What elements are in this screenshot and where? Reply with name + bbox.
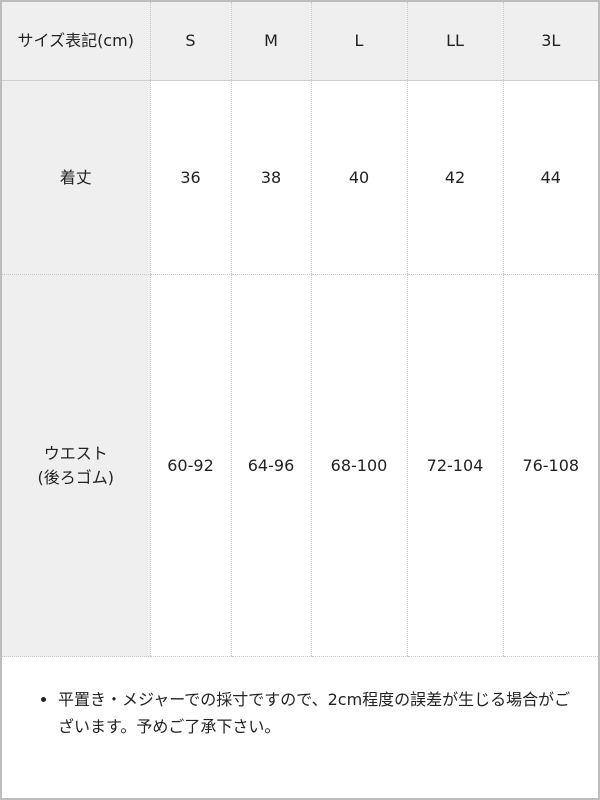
header-cell: S xyxy=(149,2,231,81)
header-row: サイズ表記(cm) S M L LL 3L xyxy=(2,2,598,81)
note-item: 平置き・メジャーでの採寸ですので、2cm程度の誤差が生じる場合がございます。予め… xyxy=(58,686,580,740)
table-cell: 72-104 xyxy=(406,274,503,657)
table-cell: 38 xyxy=(230,80,311,275)
size-table: サイズ表記(cm) S M L LL 3L 着丈 36 38 40 42 44 … xyxy=(2,2,598,657)
header-cell: M xyxy=(230,2,311,81)
row-label: ウエスト (後ろゴム) xyxy=(2,274,150,657)
header-cell: LL xyxy=(406,2,503,81)
row-label: 着丈 xyxy=(2,80,150,275)
header-cell: サイズ表記(cm) xyxy=(2,2,150,81)
table-row: 着丈 36 38 40 42 44 xyxy=(2,80,598,275)
table-cell: 64-96 xyxy=(230,274,311,657)
table-cell: 44 xyxy=(502,80,598,275)
table-cell: 76-108 xyxy=(502,274,598,657)
table-cell: 40 xyxy=(310,80,407,275)
table-cell: 36 xyxy=(149,80,231,275)
header-cell: L xyxy=(310,2,407,81)
table-cell: 42 xyxy=(406,80,503,275)
header-cell: 3L xyxy=(502,2,598,81)
table-cell: 68-100 xyxy=(310,274,407,657)
measurement-note: 平置き・メジャーでの採寸ですので、2cm程度の誤差が生じる場合がございます。予め… xyxy=(40,686,580,740)
table-cell: 60-92 xyxy=(149,274,231,657)
table-row: ウエスト (後ろゴム) 60-92 64-96 68-100 72-104 76… xyxy=(2,274,598,657)
